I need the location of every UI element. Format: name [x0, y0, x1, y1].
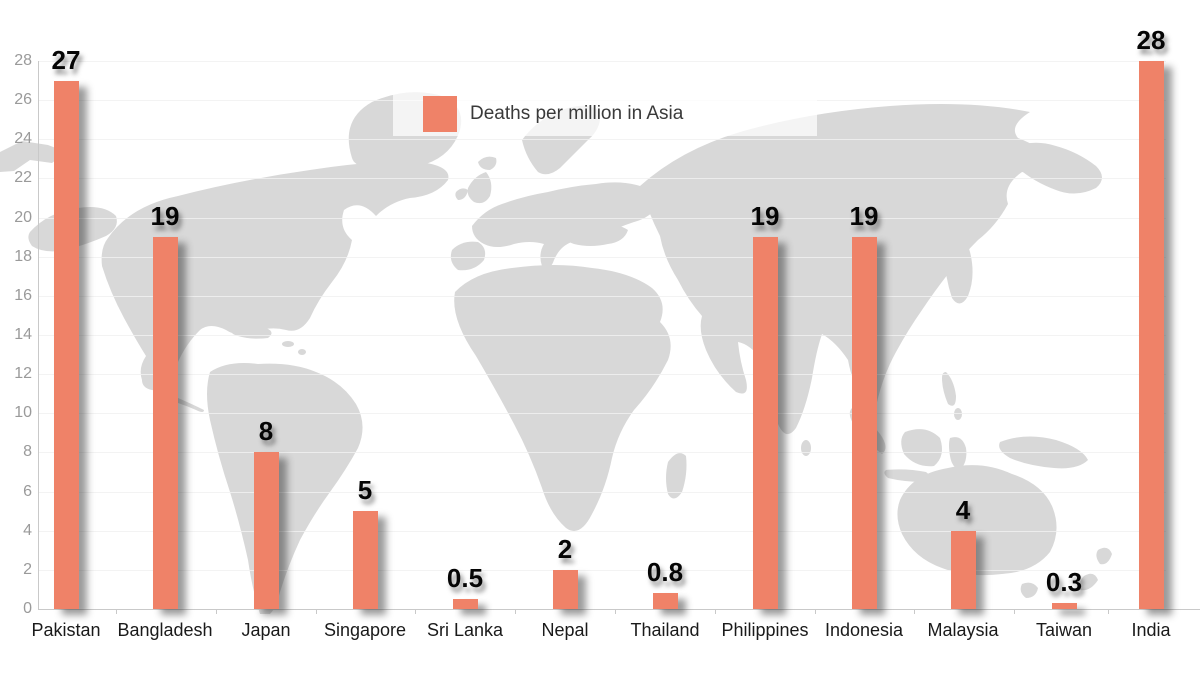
y-axis-tick-label: 2 — [23, 561, 32, 578]
bar-malaysia — [951, 531, 976, 609]
gridline-overlay — [38, 218, 1166, 219]
gridline-overlay — [38, 139, 1166, 140]
y-axis-tick-label: 6 — [23, 483, 32, 500]
legend: Deaths per million in Asia — [393, 92, 817, 136]
bar-value-label: 0.3 — [1045, 567, 1083, 597]
bar-india — [1139, 61, 1164, 609]
y-axis-tick-label: 10 — [14, 404, 32, 421]
x-axis-minor-tick — [515, 610, 516, 614]
gridline-overlay — [38, 413, 1166, 414]
bar-value-label: 19 — [750, 201, 780, 231]
gridline-overlay — [38, 335, 1166, 336]
y-axis-line — [38, 61, 39, 609]
bar-value-label: 27 — [51, 45, 81, 75]
x-axis-label: Bangladesh — [117, 620, 213, 640]
bar-value-label: 5 — [357, 475, 373, 505]
y-axis-tick-label: 12 — [14, 365, 32, 382]
gridline-overlay — [38, 531, 1166, 532]
y-axis-tick-label: 4 — [23, 522, 32, 539]
x-axis-minor-tick — [1108, 610, 1109, 614]
y-axis-tick-label: 0 — [23, 600, 32, 617]
gridline-overlay — [38, 178, 1166, 179]
y-axis-tick-label: 24 — [14, 130, 32, 147]
x-axis-minor-tick — [116, 610, 117, 614]
bar-nepal — [553, 570, 578, 609]
x-axis-label: Nepal — [541, 620, 589, 640]
gridline-overlay — [38, 257, 1166, 258]
bar-value-label: 8 — [258, 416, 274, 446]
x-axis-label: Malaysia — [927, 620, 999, 640]
legend-label: Deaths per million in Asia — [470, 103, 684, 124]
x-axis-minor-tick — [1014, 610, 1015, 614]
bar-value-label: 0.5 — [446, 563, 484, 593]
bar-value-label: 19 — [150, 201, 180, 231]
legend-swatch — [423, 96, 457, 132]
bar-value-label: 28 — [1136, 25, 1166, 55]
x-axis-minor-tick — [316, 610, 317, 614]
x-axis-label: Taiwan — [1035, 620, 1093, 640]
bar-value-label: 2 — [557, 534, 573, 564]
bar-japan — [254, 452, 279, 609]
y-axis-tick-label: 8 — [23, 443, 32, 460]
x-axis-label: Singapore — [323, 620, 407, 640]
gridline-overlay — [38, 61, 1166, 62]
x-axis-minor-tick — [815, 610, 816, 614]
gridline-overlay — [38, 492, 1166, 493]
x-axis-minor-tick — [415, 610, 416, 614]
gridline-overlay — [38, 570, 1166, 571]
y-axis-tick-label: 14 — [14, 326, 32, 343]
bar-taiwan — [1052, 603, 1077, 609]
bar-indonesia — [852, 237, 877, 609]
bar-pakistan — [54, 81, 79, 609]
x-axis-minor-tick — [216, 610, 217, 614]
bar-bangladesh — [153, 237, 178, 609]
bar-philippines — [753, 237, 778, 609]
gridline-overlay — [38, 296, 1166, 297]
x-axis-label: Japan — [241, 620, 291, 640]
y-axis-tick-label: 28 — [14, 52, 32, 69]
x-axis-minor-tick — [615, 610, 616, 614]
x-axis-label: Sri Lanka — [426, 620, 504, 640]
gridline-overlay — [38, 374, 1166, 375]
x-axis-label: Pakistan — [31, 620, 101, 640]
x-axis-line — [38, 609, 1200, 610]
y-axis-tick-label: 26 — [14, 91, 32, 108]
y-axis-tick-label: 20 — [14, 209, 32, 226]
bar-value-label: 19 — [849, 201, 879, 231]
bar-value-label: 0.8 — [646, 557, 684, 587]
gridline-overlay — [38, 452, 1166, 453]
bar-thailand — [653, 593, 678, 609]
x-axis-label: India — [1131, 620, 1171, 640]
x-axis-minor-tick — [715, 610, 716, 614]
bar-singapore — [353, 511, 378, 609]
x-axis-minor-tick — [914, 610, 915, 614]
y-axis-tick-label: 16 — [14, 287, 32, 304]
x-axis-label: Thailand — [630, 620, 700, 640]
bar-value-label: 4 — [955, 495, 971, 525]
x-axis-label: Philippines — [721, 620, 809, 640]
x-axis-label: Indonesia — [824, 620, 904, 640]
bar-sri-lanka — [453, 599, 478, 609]
y-axis-tick-label: 18 — [14, 248, 32, 265]
y-axis-tick-label: 22 — [14, 169, 32, 186]
